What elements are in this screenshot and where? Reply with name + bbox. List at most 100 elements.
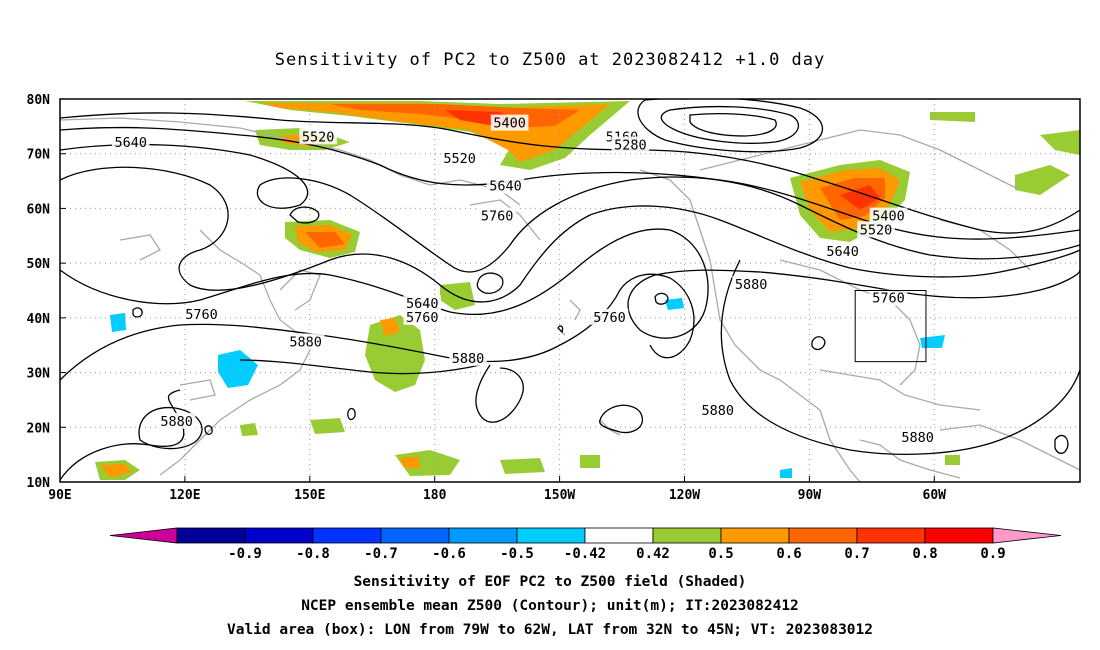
valid-area-box <box>854 290 927 363</box>
colorbar-label: 0.42 <box>636 546 670 562</box>
contour-labels: 5640552054005160528055205640576054005520… <box>111 114 937 446</box>
contour-label: 5520 <box>860 222 893 238</box>
contour-label-bg <box>182 306 221 323</box>
contour-label-bg <box>286 333 325 350</box>
colorbar-segment <box>856 527 926 544</box>
contour-label: 5640 <box>115 135 148 151</box>
lat-tick-label: 30N <box>27 367 51 382</box>
footer-line-3: Valid area (box): LON from 79W to 62W, L… <box>226 622 873 638</box>
lat-tick-label: 80N <box>27 93 51 108</box>
contour-label: 5880 <box>901 430 934 446</box>
contour-label-bg <box>111 133 150 150</box>
colorbar-segment <box>244 527 314 544</box>
contour-label-bg <box>590 308 629 325</box>
contour-label-bg <box>698 401 737 418</box>
contour-label: 5760 <box>481 209 514 225</box>
contour-label-bg <box>299 128 337 145</box>
lat-tick-label: 70N <box>27 148 51 163</box>
colorbar-segment <box>720 527 790 544</box>
contour-label: 5520 <box>443 151 476 167</box>
lat-tick-label: 60N <box>27 202 51 217</box>
sensitivity-shading <box>95 101 1080 480</box>
colorbar-segment <box>652 527 722 544</box>
contour-label-bg <box>157 412 196 429</box>
colorbar-segment <box>176 527 246 544</box>
lat-tick-label: 10N <box>27 476 51 491</box>
contour-label-bg <box>857 221 895 238</box>
colorbar-segment <box>584 527 654 544</box>
colorbar-segment <box>924 527 994 544</box>
contour-label: 5640 <box>826 244 859 260</box>
contour-label: 5400 <box>493 116 526 132</box>
lon-tick-label: 120E <box>169 488 200 503</box>
lon-tick-label: 60W <box>923 488 947 503</box>
map-plot-area: 5640552054005160528055205640576054005520… <box>60 99 1080 482</box>
footer-line-2: NCEP ensemble mean Z500 (Contour); unit(… <box>301 598 799 614</box>
lon-tick-label: 180 <box>423 488 447 503</box>
lat-tick-label: 40N <box>27 312 51 327</box>
colorbar-label: -0.9 <box>228 546 262 562</box>
contour-label: 5760 <box>185 307 218 323</box>
colorbar-label: -0.6 <box>432 546 466 562</box>
longitude-axis: 90E 120E 150E 180 150W 120W 90W 60W <box>48 476 946 503</box>
contour-label-bg <box>869 289 908 306</box>
contour-label: 5520 <box>302 129 335 145</box>
lon-tick-label: 150E <box>294 488 325 503</box>
colorbar-label: -0.5 <box>500 546 534 562</box>
colorbar-label: 0.5 <box>708 546 733 562</box>
contour-label: 5760 <box>593 310 626 326</box>
contour-label-bg <box>478 207 516 224</box>
lon-tick-label: 90W <box>798 488 822 503</box>
contour-label-bg <box>449 349 487 366</box>
contour-label-bg <box>490 114 529 131</box>
colorbar-segment <box>380 527 450 544</box>
colorbar-label: 0.6 <box>776 546 801 562</box>
contour-label: 5880 <box>160 414 193 430</box>
colorbar-label: -0.7 <box>364 546 398 562</box>
lon-tick-label: 90E <box>48 488 71 503</box>
graticule <box>60 99 1080 482</box>
contour-label: 5760 <box>406 310 439 326</box>
colorbar-segment <box>788 527 858 544</box>
colorbar-right-arrow <box>992 527 1062 544</box>
latitude-axis: 80N 70N 60N 50N 40N 30N 20N 10N <box>27 93 66 491</box>
colorbar-left-arrow <box>109 527 178 544</box>
contour-label: 5880 <box>452 351 485 367</box>
colorbar-segment <box>312 527 382 544</box>
colorbar-segment <box>448 527 518 544</box>
lat-tick-label: 20N <box>27 421 51 436</box>
colorbar-label: 0.9 <box>980 546 1005 562</box>
colorbar-label: -0.8 <box>296 546 330 562</box>
lon-tick-label: 150W <box>544 488 575 503</box>
contour-label-bg <box>869 207 908 224</box>
contour-label: 5400 <box>872 209 905 225</box>
lat-tick-label: 50N <box>27 257 51 272</box>
map-frame <box>59 98 1081 483</box>
contour-label-bg <box>823 243 862 260</box>
coastlines <box>60 117 1080 482</box>
contour-label-bg <box>486 177 525 194</box>
contour-label: 5640 <box>489 179 522 195</box>
contour-label: 5280 <box>614 138 647 154</box>
contour-label: 5880 <box>289 334 322 350</box>
colorbar: -0.9 -0.8 -0.7 -0.6 -0.5 -0.42 0.42 0.5 0.6 0.7 0.… <box>109 527 1062 562</box>
colorbar-segment <box>516 527 586 544</box>
contour-label-bg <box>403 295 442 312</box>
contour-label: 5760 <box>872 291 905 307</box>
contour-label: 5640 <box>406 296 439 312</box>
contour-label-bg <box>611 136 650 153</box>
figure-title: Sensitivity of PC2 to Z500 at 2023082412… <box>274 50 826 70</box>
contour-label-bg <box>732 276 770 293</box>
colorbar-label: -0.42 <box>564 546 606 562</box>
contour-label-bg <box>403 308 442 325</box>
contour-label-bg <box>898 429 937 446</box>
contour-label: 5880 <box>735 277 768 293</box>
contour-label-bg <box>440 150 479 167</box>
contour-label: 5880 <box>702 403 735 419</box>
colorbar-label: 0.7 <box>844 546 869 562</box>
footer-line-1: Sensitivity of EOF PC2 to Z500 field (Sh… <box>353 574 747 590</box>
z500-contours <box>60 99 1080 481</box>
colorbar-label: 0.8 <box>912 546 937 562</box>
